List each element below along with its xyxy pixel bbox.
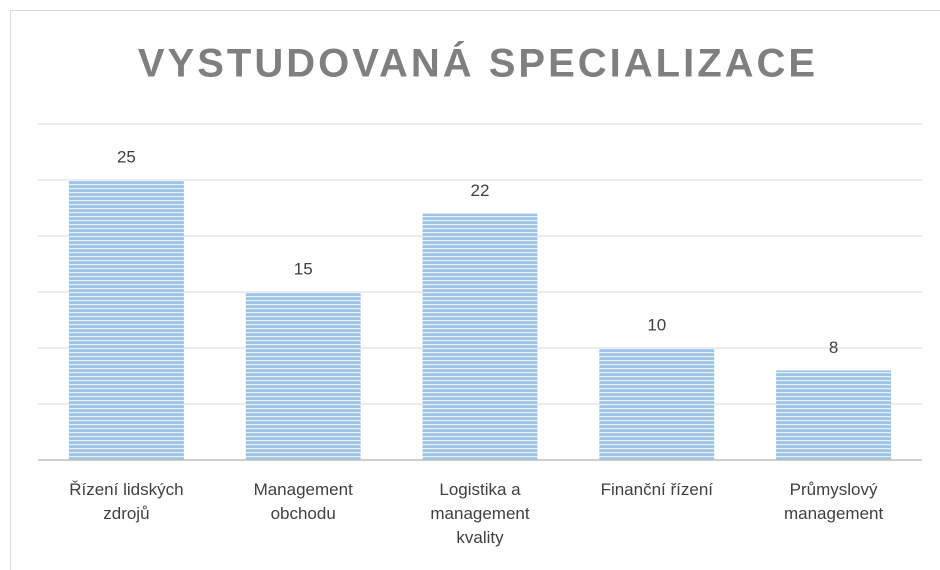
x-tick-label: Průmyslový management bbox=[783, 480, 884, 523]
x-tick-label: Finanční řízení bbox=[600, 480, 714, 499]
data-label: 15 bbox=[294, 259, 313, 278]
bar bbox=[245, 292, 361, 460]
data-label: 22 bbox=[471, 181, 490, 200]
bar bbox=[776, 370, 892, 460]
data-label: 25 bbox=[117, 147, 136, 166]
chart-border bbox=[10, 10, 940, 570]
bar bbox=[422, 213, 538, 460]
bar bbox=[68, 180, 184, 460]
data-label: 8 bbox=[829, 338, 838, 357]
chart-title: VYSTUDOVANÁ SPECIALIZACE bbox=[138, 41, 818, 86]
data-label: 10 bbox=[647, 315, 666, 334]
bar bbox=[599, 348, 715, 460]
x-tick-label: Logistika a management kvality bbox=[430, 480, 530, 547]
x-tick-label: Management obchodu bbox=[253, 480, 353, 523]
x-tick-label: Řízení lidských zdrojů bbox=[69, 480, 184, 523]
